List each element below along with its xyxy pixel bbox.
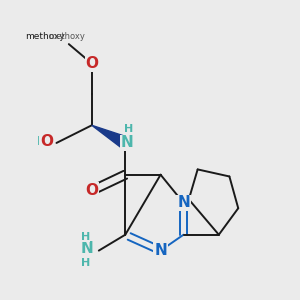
Text: N: N [154, 243, 167, 258]
Text: H: H [81, 232, 90, 242]
Text: methoxy: methoxy [49, 32, 86, 41]
Text: O: O [85, 183, 98, 198]
Text: N: N [177, 195, 190, 210]
Text: O: O [85, 56, 98, 71]
Text: methoxy: methoxy [26, 32, 65, 40]
Text: H: H [37, 135, 48, 148]
Text: H: H [124, 124, 134, 134]
Text: H: H [81, 258, 90, 268]
Text: N: N [81, 241, 94, 256]
Text: N: N [121, 135, 134, 150]
Text: O: O [40, 134, 53, 149]
Polygon shape [92, 125, 128, 148]
